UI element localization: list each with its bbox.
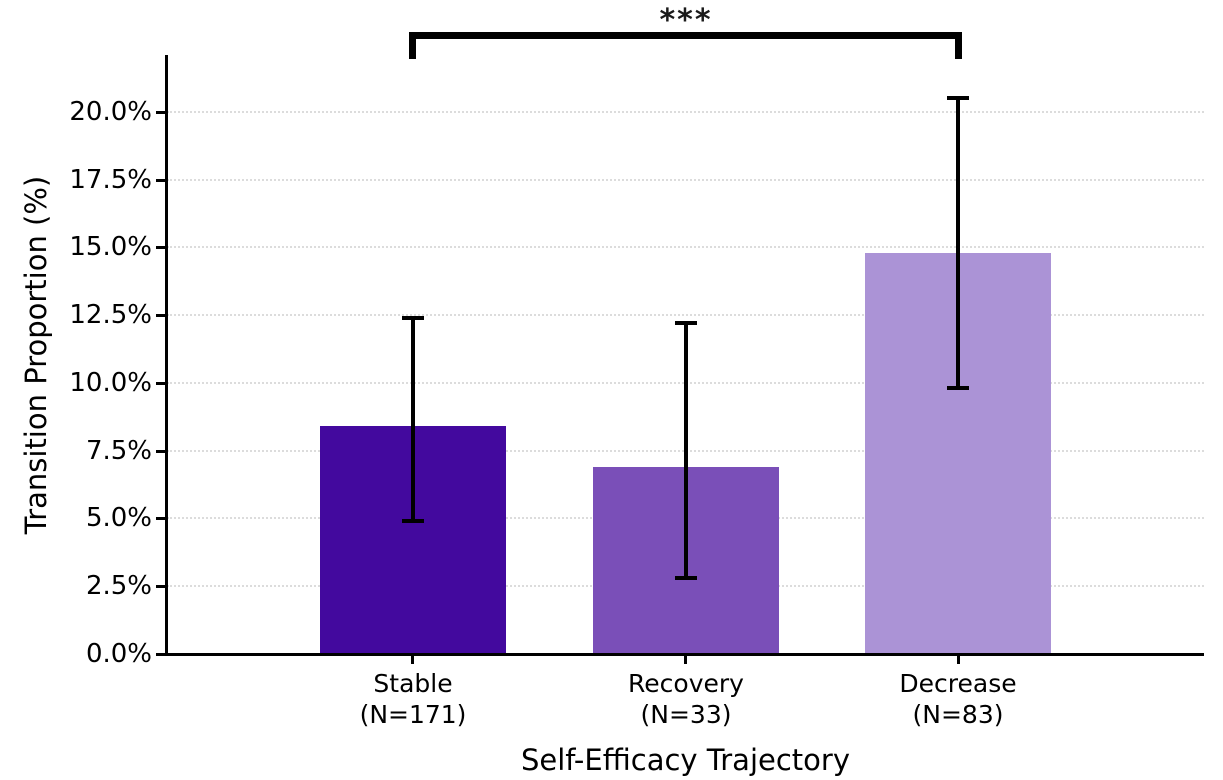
error-bar-line	[411, 318, 415, 521]
category-label: Decrease	[899, 669, 1017, 698]
y-tick-label: 17.5%	[69, 165, 152, 195]
category-label: Stable	[373, 669, 453, 698]
y-tick-label: 12.5%	[69, 300, 152, 330]
y-tick-mark	[156, 314, 167, 317]
error-bar-cap-bottom	[947, 386, 969, 390]
error-bar-cap-bottom	[675, 576, 697, 580]
significance-stars: ***	[659, 3, 713, 38]
y-tick-mark	[156, 653, 167, 656]
x-tick-mark	[411, 654, 414, 664]
y-tick-mark	[156, 246, 167, 249]
y-tick-label: 0.0%	[85, 639, 152, 669]
category-sublabel: (N=83)	[912, 700, 1004, 729]
error-bar-cap-top	[947, 96, 969, 100]
y-tick-mark	[156, 111, 167, 114]
error-bar-line	[956, 98, 960, 388]
y-tick-label: 10.0%	[69, 368, 152, 398]
y-tick-label: 20.0%	[69, 97, 152, 127]
y-tick-mark	[156, 517, 167, 520]
error-bar-cap-top	[675, 321, 697, 325]
y-tick-mark	[156, 382, 167, 385]
gridline	[167, 314, 1204, 316]
x-axis-label: Self-Efficacy Trajectory	[521, 743, 850, 777]
y-tick-mark	[156, 585, 167, 588]
gridline	[167, 111, 1204, 113]
significance-bracket-right-end	[955, 32, 962, 59]
y-tick-label: 7.5%	[85, 436, 152, 466]
x-tick-mark	[957, 654, 960, 664]
significance-bracket-top	[409, 32, 962, 39]
y-tick-label: 2.5%	[85, 571, 152, 601]
gridline	[167, 246, 1204, 248]
error-bar-cap-bottom	[402, 519, 424, 523]
x-tick-mark	[684, 654, 687, 664]
y-tick-mark	[156, 450, 167, 453]
significance-bracket-left-end	[409, 32, 416, 59]
x-tick-label: Stable (N=171)	[273, 668, 553, 730]
y-tick-label: 15.0%	[69, 232, 152, 262]
y-axis-label: Transition Proportion (%)	[19, 175, 53, 535]
x-tick-label: Recovery (N=33)	[546, 668, 826, 730]
error-bar-line	[684, 323, 688, 578]
y-axis-spine	[165, 55, 168, 656]
category-sublabel: (N=33)	[640, 700, 732, 729]
gridline	[167, 179, 1204, 181]
y-tick-label: 5.0%	[85, 503, 152, 533]
x-tick-label: Decrease (N=83)	[818, 668, 1098, 730]
error-bar-cap-top	[402, 316, 424, 320]
category-label: Recovery	[628, 669, 744, 698]
category-sublabel: (N=171)	[359, 700, 467, 729]
y-tick-mark	[156, 179, 167, 182]
